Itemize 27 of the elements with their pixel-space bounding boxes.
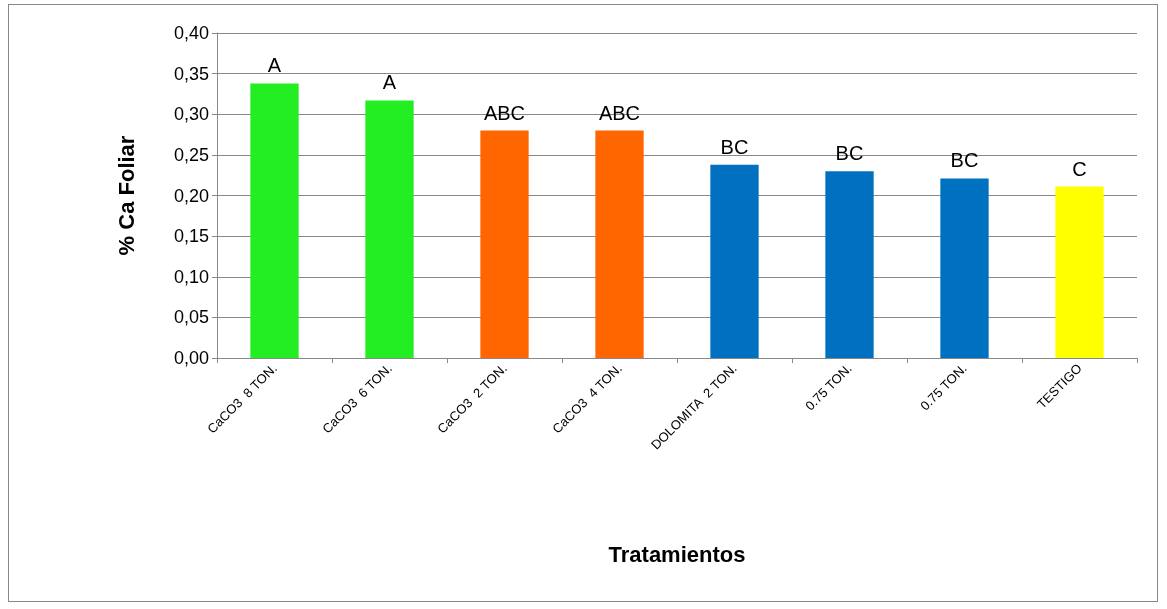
y-tick-label: 0,30	[173, 104, 209, 125]
y-tick-label: 0,20	[173, 185, 209, 206]
y-tick-label: 0,05	[173, 307, 209, 328]
y-tick-label: 0,15	[173, 226, 209, 247]
bar	[710, 164, 759, 358]
bar	[940, 178, 989, 358]
data-label: BC	[720, 135, 749, 158]
data-label: C	[1072, 157, 1087, 180]
bar	[480, 130, 529, 358]
data-label: ABC	[598, 101, 641, 124]
y-tick-label: 0,10	[173, 266, 209, 287]
y-axis-title: % Ca Foliar	[113, 135, 139, 256]
y-tick-label: 0,00	[173, 348, 209, 368]
data-label: BC	[835, 142, 864, 165]
x-axis-title: Tratamientos	[608, 541, 746, 567]
data-label: ABC	[483, 101, 526, 124]
bar	[365, 100, 414, 358]
bar	[1055, 186, 1104, 358]
y-tick-label: 0,40	[173, 23, 209, 43]
bar	[595, 130, 644, 358]
bar	[825, 171, 874, 358]
data-label: A	[382, 71, 397, 94]
y-tick-label: 0,35	[173, 63, 209, 84]
bar	[250, 83, 299, 358]
data-label: A	[267, 54, 282, 77]
y-tick-label: 0,25	[173, 144, 209, 165]
data-label: BC	[950, 149, 979, 172]
